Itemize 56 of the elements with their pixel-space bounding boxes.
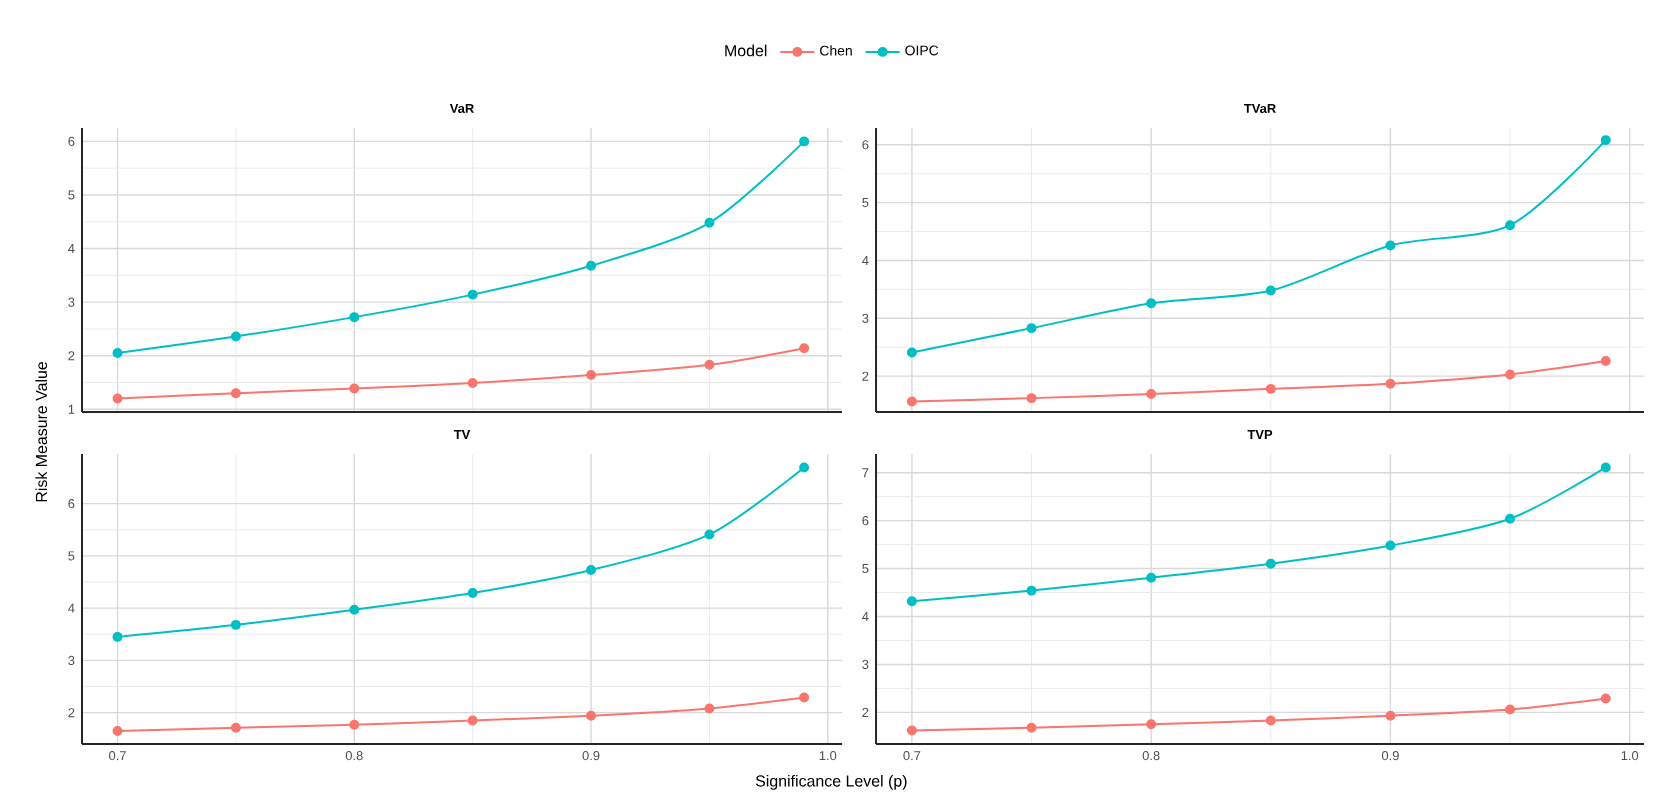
- point: [1385, 378, 1396, 389]
- point: [586, 565, 597, 575]
- point: [349, 719, 360, 730]
- point: [1385, 710, 1396, 721]
- point: [1146, 572, 1157, 583]
- point: [1265, 715, 1276, 726]
- point: [467, 289, 478, 300]
- point: [467, 715, 478, 726]
- point: [1026, 323, 1037, 334]
- point: [799, 462, 810, 473]
- point: [1146, 298, 1157, 309]
- point: [349, 383, 360, 394]
- point: [799, 343, 810, 354]
- point: [1265, 558, 1276, 569]
- point: [1505, 704, 1516, 715]
- point: [1146, 719, 1157, 730]
- point: [704, 359, 715, 370]
- point: [799, 136, 810, 147]
- point: [586, 370, 597, 380]
- point: [1385, 540, 1396, 551]
- point: [467, 378, 478, 389]
- point: [906, 396, 917, 407]
- point: [230, 722, 241, 733]
- point: [349, 312, 360, 323]
- point: [704, 529, 715, 540]
- point: [1146, 389, 1157, 400]
- point: [1026, 585, 1037, 596]
- point: [586, 710, 597, 721]
- point: [704, 217, 715, 228]
- point: [230, 619, 241, 630]
- point: [349, 604, 360, 615]
- point: [112, 348, 123, 359]
- point: [230, 331, 241, 342]
- point: [1265, 383, 1276, 394]
- point: [1600, 135, 1611, 146]
- point: [1505, 220, 1516, 231]
- point: [906, 347, 917, 358]
- point: [704, 703, 715, 714]
- point: [1600, 356, 1611, 367]
- point: [1600, 462, 1611, 473]
- point: [467, 588, 478, 598]
- point: [1026, 393, 1037, 404]
- point: [112, 393, 123, 404]
- point: [1505, 513, 1516, 524]
- point: [799, 692, 810, 703]
- point: [230, 388, 241, 399]
- point: [586, 260, 597, 271]
- point: [1026, 722, 1037, 733]
- point: [1505, 369, 1516, 380]
- point: [1385, 240, 1396, 251]
- point: [906, 725, 917, 736]
- point: [1265, 285, 1276, 296]
- point: [1600, 693, 1611, 704]
- point: [906, 596, 917, 607]
- point: [112, 725, 123, 736]
- point: [112, 631, 123, 642]
